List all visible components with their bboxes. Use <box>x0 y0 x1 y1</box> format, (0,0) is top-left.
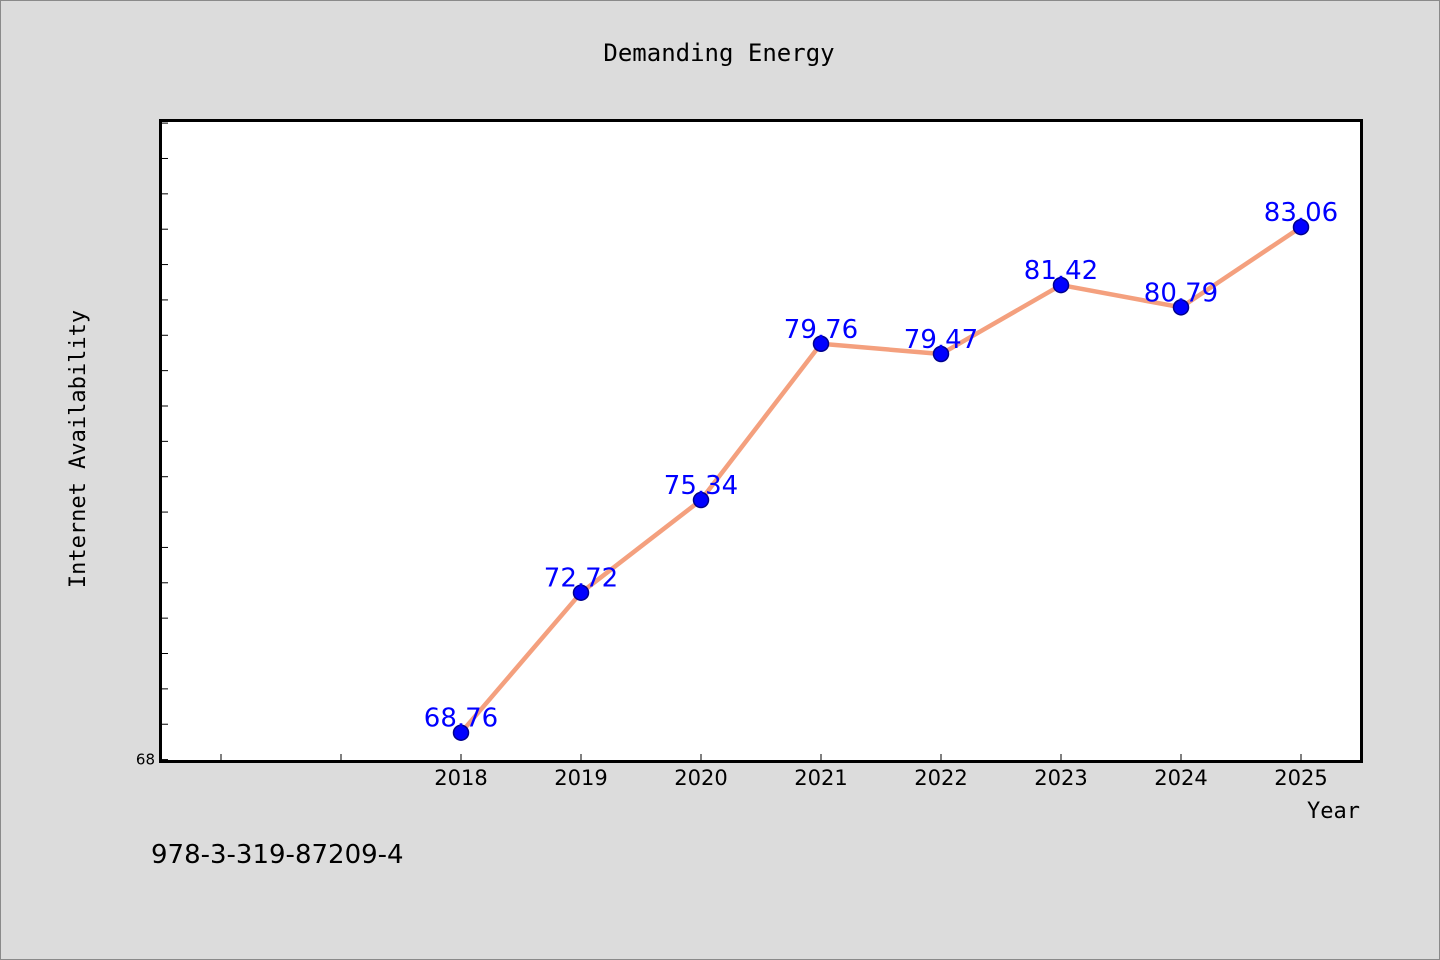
data-point <box>1172 299 1190 316</box>
chart-title: Demanding Energy <box>603 39 834 67</box>
data-point <box>572 584 590 601</box>
data-value-label: 81.42 <box>1024 256 1098 286</box>
y-tick-label: 68 <box>136 751 155 769</box>
data-value-label: 79.47 <box>904 325 978 355</box>
x-tick-label: 2020 <box>674 766 727 790</box>
data-point <box>1052 276 1070 294</box>
data-point <box>932 345 950 363</box>
data-markers <box>452 218 1310 741</box>
data-value-label: 75.34 <box>664 471 738 501</box>
x-tick-label: 2025 <box>1274 766 1327 790</box>
data-point <box>692 491 710 509</box>
x-tick-label: 2019 <box>554 766 607 790</box>
y-axis-label: Internet Availability <box>66 310 91 588</box>
data-point <box>1292 218 1310 236</box>
data-value-label: 68.76 <box>424 704 498 734</box>
plot-area <box>159 119 1363 763</box>
series-line-group <box>458 224 1304 735</box>
x-tick-label: 2022 <box>914 766 967 790</box>
footer-code: 978-3-319-87209-4 <box>151 840 404 870</box>
x-axis-ticks: 2018 2019 2020 2021 2022 2023 2024 2025 <box>220 754 1328 790</box>
y-axis-ticks: 68 <box>136 122 168 769</box>
data-value-label: 79.76 <box>784 315 858 345</box>
x-tick-label: 2018 <box>434 766 487 790</box>
data-point <box>452 724 470 741</box>
x-tick-label: 2023 <box>1034 766 1087 790</box>
data-value-label: 80.79 <box>1144 278 1218 308</box>
data-point <box>812 335 830 353</box>
x-axis-label: Year <box>1307 799 1360 824</box>
x-tick-label: 2021 <box>794 766 847 790</box>
data-value-label: 83.06 <box>1264 198 1338 228</box>
series-line <box>458 224 1304 735</box>
x-tick-label: 2024 <box>1154 766 1207 790</box>
data-value-labels: 68.76 72.72 75.34 79.76 79.47 81.42 80.79 83.06 <box>424 198 1338 734</box>
data-value-label: 72.72 <box>544 564 618 594</box>
